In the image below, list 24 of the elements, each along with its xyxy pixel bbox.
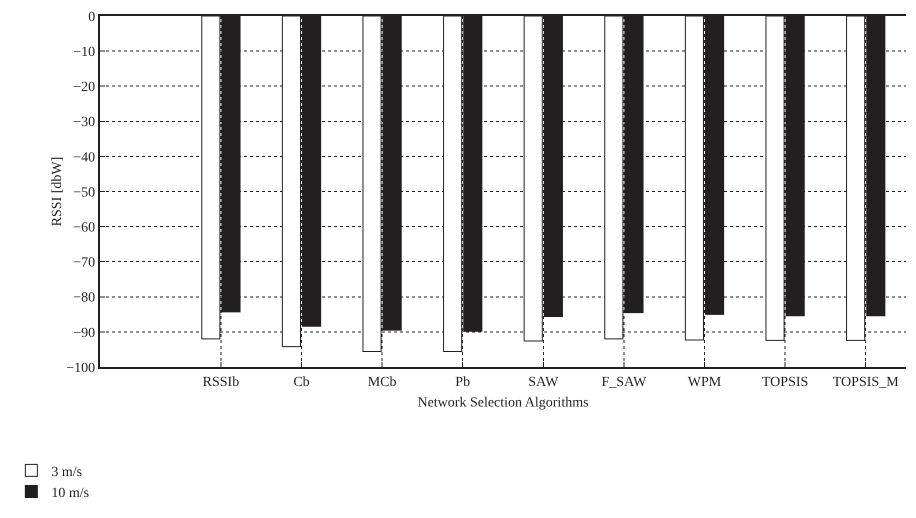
x-axis-title: Network Selection Algorithms [417,396,589,411]
x-tick-label: SAW [528,374,560,390]
x-tick-label: Cb [293,374,310,390]
y-tick-label: −70 [73,256,96,271]
x-tick-label: MCb [368,374,396,390]
x-tick-label: WPM [688,374,722,390]
x-tick-label: Pb [455,374,470,390]
x-tick-label: RSSIb [202,374,240,390]
y-tick-label: −30 [73,115,96,130]
y-tick-label: −40 [73,150,96,166]
legend-label: 10 m/s [51,486,90,502]
y-tick-label: −80 [73,290,96,306]
y-tick-label: −100 [66,360,96,376]
y-tick-label: −90 [73,326,96,341]
y-tick-label: 0 [88,10,96,25]
y-tick-label: −60 [73,220,96,236]
x-tick-label: TOPSIS [762,374,808,390]
legend-label: 3 m/s [51,464,82,480]
y-tick-label: −20 [73,80,96,96]
y-tick-label: −50 [73,185,96,200]
x-tick-label: F_SAW [602,374,648,390]
y-tick-label: −10 [73,45,96,60]
x-tick-label: TOPSIS_M [832,374,900,390]
y-axis-title: RSSI [dbW] [50,156,65,226]
